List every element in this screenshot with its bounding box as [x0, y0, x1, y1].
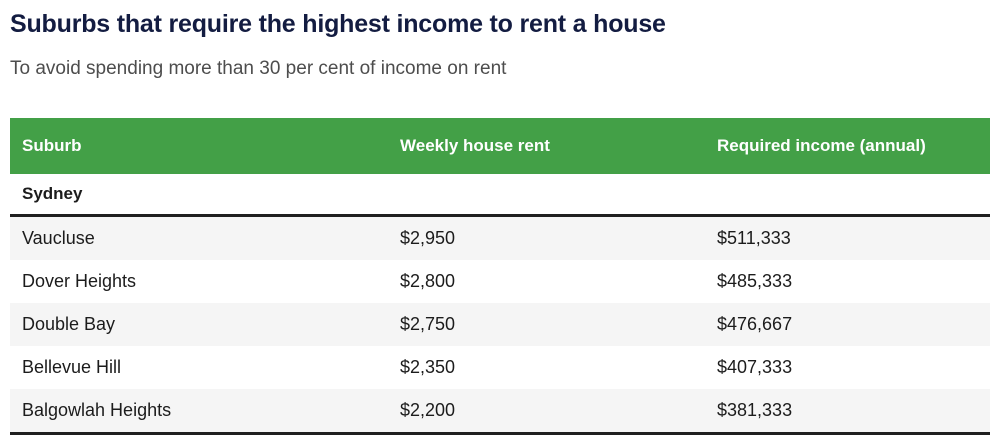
- weekly-rent-cell: $2,800: [400, 271, 456, 291]
- required-income-cell: $485,333: [717, 271, 793, 291]
- required-income-cell: $407,333: [717, 357, 793, 377]
- page-subtitle: To avoid spending more than 30 per cent …: [10, 58, 507, 79]
- table-row: Vaucluse $2,950 $511,333: [10, 217, 990, 260]
- rent-income-infographic: Suburbs that require the highest income …: [0, 8, 1000, 441]
- weekly-rent-cell: $2,950: [400, 228, 456, 248]
- page-title: Suburbs that require the highest income …: [10, 10, 666, 38]
- table-row: Bellevue Hill $2,350 $407,333: [10, 346, 990, 389]
- suburb-cell: Balgowlah Heights: [22, 400, 172, 420]
- table-header-row: Suburb Weekly house rent Required income…: [10, 118, 990, 174]
- table-row: Double Bay $2,750 $476,667: [10, 303, 990, 346]
- section-label: Sydney: [22, 184, 83, 203]
- required-income-cell: $476,667: [717, 314, 793, 334]
- weekly-rent-cell: $2,200: [400, 400, 456, 420]
- column-header-required-income: Required income (annual): [717, 136, 926, 155]
- suburb-cell: Vaucluse: [22, 228, 95, 248]
- section-row-sydney: Sydney: [10, 174, 990, 217]
- required-income-cell: $511,333: [717, 228, 791, 248]
- weekly-rent-cell: $2,750: [400, 314, 456, 334]
- weekly-rent-cell: $2,350: [400, 357, 456, 377]
- column-header-suburb: Suburb: [22, 136, 82, 155]
- suburb-cell: Bellevue Hill: [22, 357, 122, 377]
- required-income-cell: $381,333: [717, 400, 793, 420]
- suburb-cell: Double Bay: [22, 314, 116, 334]
- table-row: Balgowlah Heights $2,200 $381,333: [10, 389, 990, 432]
- column-header-weekly-rent: Weekly house rent: [400, 136, 550, 155]
- table-row: Dover Heights $2,800 $485,333: [10, 260, 990, 303]
- next-section-top-border: [10, 432, 990, 435]
- suburb-cell: Dover Heights: [22, 271, 137, 291]
- rent-income-table: Suburb Weekly house rent Required income…: [10, 118, 990, 435]
